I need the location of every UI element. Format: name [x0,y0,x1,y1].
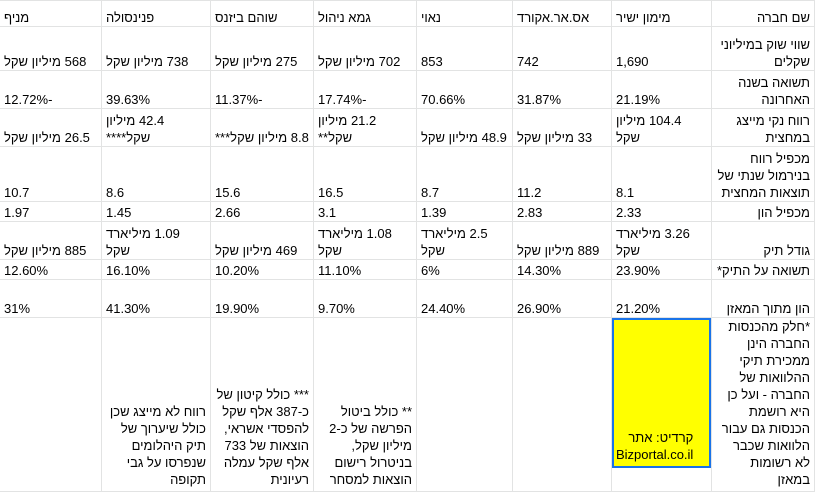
table-cell[interactable]: 9.70% [313,279,417,318]
header-manif[interactable]: מניף [0,0,102,27]
table-cell[interactable]: 33 מיליון שקל [512,108,612,147]
table-cell[interactable]: 853 [416,26,513,71]
table-cell[interactable]: 2.66 [210,201,314,222]
table-cell[interactable]: 10.7 [0,146,102,202]
footnote-manif[interactable] [0,317,102,492]
table-cell[interactable]: 16.10% [101,259,211,280]
table-cell[interactable]: 14.30% [512,259,612,280]
credit-box: קרדיט: אתר Bizportal.co.il [612,318,711,468]
table-cell[interactable]: 31.87% [512,70,612,109]
table-cell[interactable]: 2.5 מיליארד שקל [416,221,513,260]
table-cell[interactable]: 1.45 [101,201,211,222]
table-cell[interactable]: 8.6 [101,146,211,202]
table-cell[interactable]: 469 מיליון שקל [210,221,314,260]
table-cell[interactable]: 1,690 [611,26,712,71]
header-row: שם חברה מימון ישיר אס.אר.אקורד נאוי גמא … [0,0,815,27]
table-cell[interactable]: 3.26 מיליארד שקל [611,221,712,260]
table-cell[interactable]: -12.72% [0,70,102,109]
table-cell[interactable]: 1.09 מיליארד שקל [101,221,211,260]
table-cell[interactable]: 24.40% [416,279,513,318]
row-notes: *חלק מהכנסות החברה הינן ממכירת תיקי ההלו… [0,317,815,492]
row-equity-ratio: הון מתוך המאזן 21.20% 26.90% 24.40% 9.70… [0,279,815,318]
table-cell[interactable]: 1.08 מיליארד שקל [313,221,417,260]
table-cell[interactable]: 15.6 [210,146,314,202]
table-cell[interactable]: 48.9 מיליון שקל [416,108,513,147]
table-cell[interactable]: -11.37% [210,70,314,109]
table-cell[interactable]: 39.63% [101,70,211,109]
table-cell[interactable]: 8.7 [416,146,513,202]
table-cell[interactable]: 2.83 [512,201,612,222]
header-sr-accord[interactable]: אס.אר.אקורד [512,0,612,27]
table-cell[interactable]: 702 מיליון שקל [313,26,417,71]
table-cell[interactable]: -17.74% [313,70,417,109]
table-cell[interactable]: 738 מיליון שקל [101,26,211,71]
row-label[interactable]: הון מתוך המאזן [711,279,815,318]
footnote-portfolio-sales[interactable]: *חלק מהכנסות החברה הינן ממכירת תיקי ההלו… [711,317,815,492]
header-peninsula[interactable]: פנינסולה [101,0,211,27]
table-cell[interactable]: 41.30% [101,279,211,318]
row-label[interactable]: גודל תיק [711,221,815,260]
table-cell[interactable]: 23.90% [611,259,712,280]
row-label[interactable]: שווי שוק במיליוני שקלים [711,26,815,71]
table-cell[interactable]: 42.4 מיליון שקל**** [101,108,211,147]
table-cell[interactable]: 275 מיליון שקל [210,26,314,71]
table-cell[interactable]: 21.20% [611,279,712,318]
row-label[interactable]: רווח נקי מייצג במחצית [711,108,815,147]
table-cell[interactable]: 26.90% [512,279,612,318]
row-label[interactable]: מכפיל רווח בנירמול שנתי של תוצאות המחצית [711,146,815,202]
footnote-peninsula[interactable]: רווח לא מייצג שכן כולל שיערוך של תיק היה… [101,317,211,492]
row-portfolio-return: תשואה על התיק* 23.90% 14.30% 6% 11.10% 1… [0,259,815,280]
table-cell[interactable]: 21.19% [611,70,712,109]
table-cell[interactable]: 10.20% [210,259,314,280]
table-cell[interactable]: 11.2 [512,146,612,202]
table-cell[interactable]: 568 מיליון שקל [0,26,102,71]
table-cell[interactable]: 2.33 [611,201,712,222]
header-naui[interactable]: נאוי [416,0,513,27]
table-cell[interactable] [512,317,612,492]
row-pe-ratio: מכפיל רווח בנירמול שנתי של תוצאות המחצית… [0,146,815,202]
table-cell[interactable]: 21.2 מיליון שקל** [313,108,417,147]
table-cell[interactable]: 1.97 [0,201,102,222]
table-cell[interactable] [416,317,513,492]
row-market-cap: שווי שוק במיליוני שקלים 1,690 742 853 70… [0,26,815,71]
credit-label: קרדיט: אתר [628,430,694,445]
table-cell[interactable]: 19.90% [210,279,314,318]
footnote-gamma[interactable]: ** כולל ביטול הפרשה של כ-2 מיליון שקל, ב… [313,317,417,492]
table-cell[interactable]: 889 מיליון שקל [512,221,612,260]
row-label[interactable]: תשואה על התיק* [711,259,815,280]
header-company-name[interactable]: שם חברה [711,0,815,27]
table-cell[interactable]: 26.5 מיליון שקל [0,108,102,147]
row-portfolio-size: גודל תיק 3.26 מיליארד שקל 889 מיליון שקל… [0,221,815,260]
credit-source: Bizportal.co.il [616,447,694,462]
row-label[interactable]: תשואה בשנה האחרונה [711,70,815,109]
table-cell[interactable]: 12.60% [0,259,102,280]
header-mimun-yashir[interactable]: מימון ישיר [611,0,712,27]
table-cell[interactable]: 1.39 [416,201,513,222]
credit-cell[interactable]: קרדיט: אתר Bizportal.co.il [611,317,712,492]
table-cell[interactable]: 885 מיליון שקל [0,221,102,260]
row-label[interactable]: מכפיל הון [711,201,815,222]
table-cell[interactable]: 6% [416,259,513,280]
table-cell[interactable]: 16.5 [313,146,417,202]
header-shoham[interactable]: שוהם ביזנס [210,0,314,27]
table-cell[interactable]: 11.10% [313,259,417,280]
table-cell[interactable]: 8.1 [611,146,712,202]
footnote-shoham[interactable]: *** כולל קיטון של כ-387 אלף שקל להפסדי א… [210,317,314,492]
row-yearly-return: תשואה בשנה האחרונה 21.19% 31.87% 70.66% … [0,70,815,109]
table-cell[interactable]: 742 [512,26,612,71]
table-cell[interactable]: 8.8 מיליון שקל*** [210,108,314,147]
row-net-profit: רווח נקי מייצג במחצית 104.4 מיליון שקל 3… [0,108,815,147]
table-cell[interactable]: 70.66% [416,70,513,109]
row-pb-ratio: מכפיל הון 2.33 2.83 1.39 3.1 2.66 1.45 1… [0,201,815,222]
table-cell[interactable]: 104.4 מיליון שקל [611,108,712,147]
table-cell[interactable]: 31% [0,279,102,318]
table-cell[interactable]: 3.1 [313,201,417,222]
header-gamma[interactable]: גמא ניהול [313,0,417,27]
